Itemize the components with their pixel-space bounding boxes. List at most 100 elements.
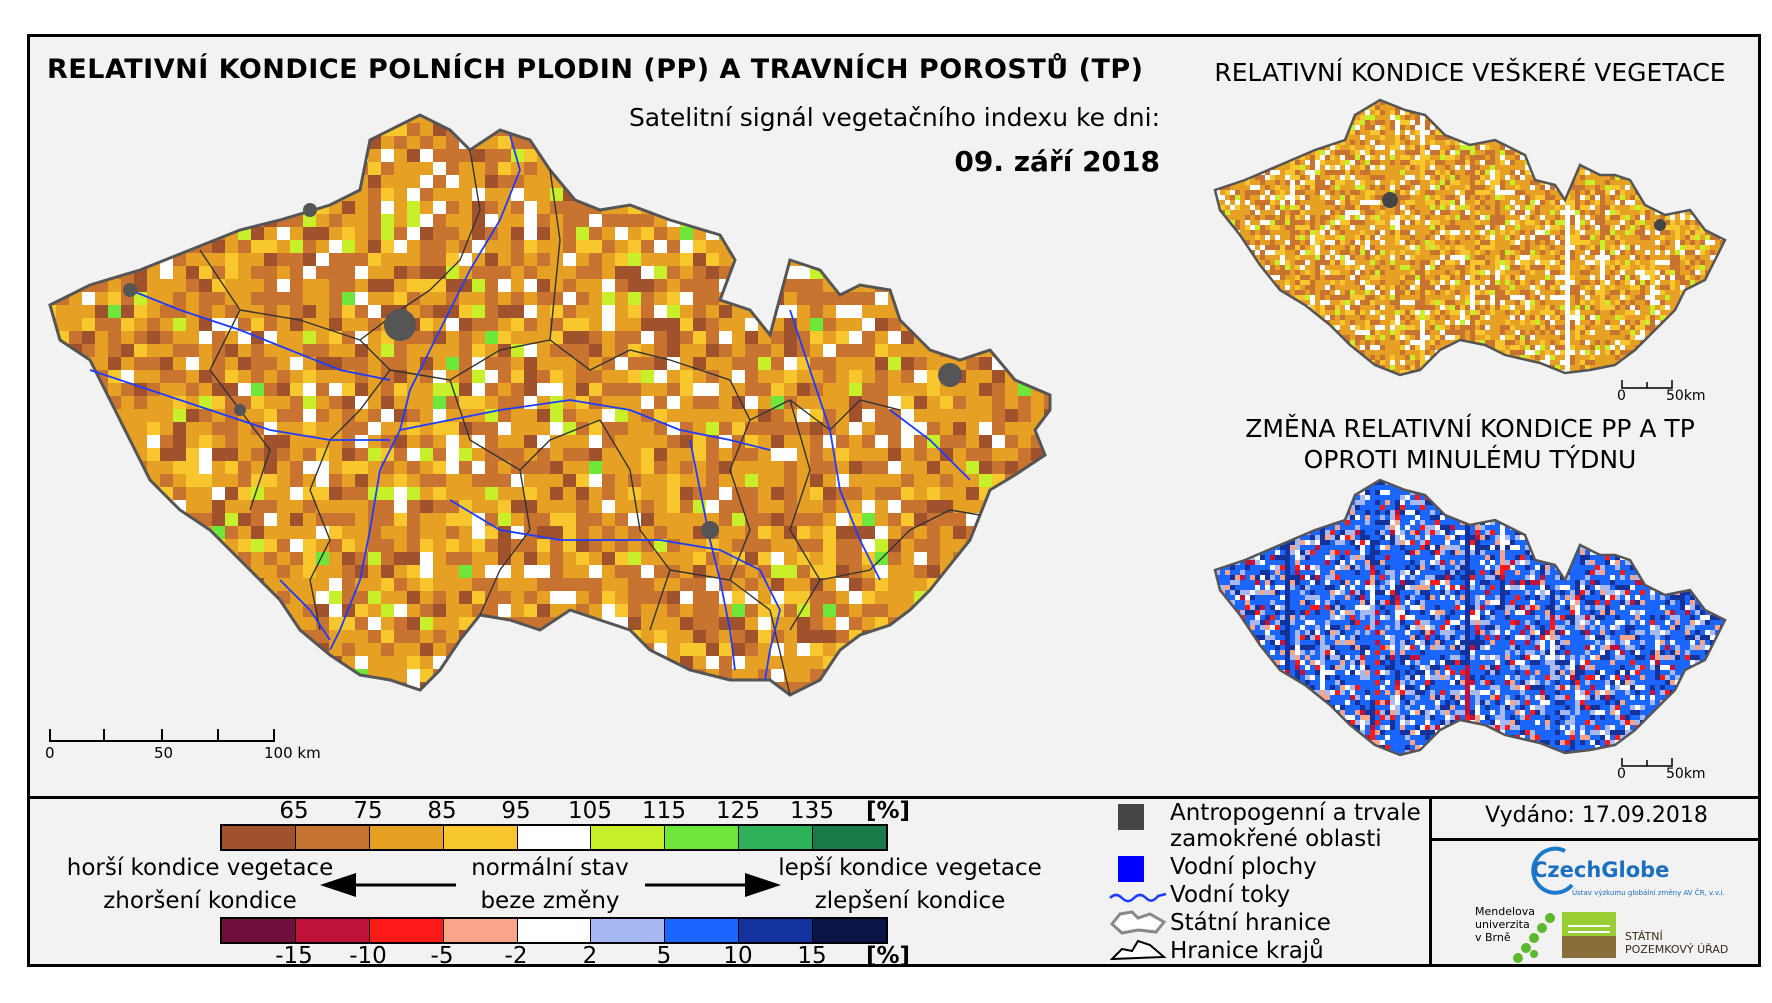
change-color-class bbox=[443, 919, 518, 942]
change-tick: 5 bbox=[656, 943, 672, 969]
vegetation-scalebar bbox=[1621, 380, 1673, 389]
legend-anthropogenic-line2: zamokřené oblasti bbox=[1170, 826, 1382, 852]
change-scalebar bbox=[1621, 758, 1673, 767]
condition-color-class bbox=[369, 826, 444, 849]
spu-logo: STÁTNÍ POZEMKOVÝ ÚŘAD bbox=[1625, 930, 1728, 956]
worse-condition-label: horší kondice vegetace bbox=[66, 855, 334, 881]
vegetation-pixels bbox=[1215, 100, 1725, 375]
legend-water-areas: Vodní plochy bbox=[1170, 854, 1317, 880]
condition-color-class bbox=[443, 826, 518, 849]
spu-logo-icon bbox=[1562, 912, 1616, 958]
improvement-label: zlepšení kondice bbox=[814, 888, 1006, 914]
change-color-class bbox=[813, 919, 887, 942]
change-tick: -2 bbox=[504, 943, 528, 969]
no-change-label: beze změny bbox=[480, 888, 620, 914]
change-tick: -10 bbox=[349, 943, 387, 969]
mendel-line1: Mendelova bbox=[1475, 905, 1536, 918]
condition-color-class bbox=[295, 826, 370, 849]
right-bottom-title-line2: OPROTI MINULÉMU TÝDNU bbox=[1303, 445, 1637, 474]
right-bottom-title-line1: ZMĚNA RELATIVNÍ KONDICE PP A TP bbox=[1245, 414, 1695, 443]
change-color-class bbox=[517, 919, 592, 942]
issued-separator bbox=[1429, 796, 1432, 967]
condition-color-class bbox=[517, 826, 592, 849]
change-tick: 15 bbox=[797, 943, 827, 969]
change-color-class bbox=[739, 919, 814, 942]
vegetation-urban-areas bbox=[1382, 192, 1666, 231]
legend-rivers: Vodní toky bbox=[1170, 882, 1291, 908]
normal-state-label: normální stav bbox=[471, 855, 629, 881]
mendel-dots-icon bbox=[1513, 913, 1555, 963]
condition-tick: 125 bbox=[716, 798, 760, 824]
condition-tick: 135 bbox=[790, 798, 834, 824]
change-tick: 2 bbox=[582, 943, 598, 969]
issued-date: Vydáno: 17.09.2018 bbox=[1485, 803, 1708, 828]
spu-line1: STÁTNÍ bbox=[1625, 930, 1663, 943]
main-scalebar bbox=[49, 729, 275, 742]
mendel-university-logo: Mendelova univerzita v Brně bbox=[1475, 905, 1535, 944]
rivers bbox=[89, 134, 971, 681]
vegetation-map bbox=[1213, 98, 1727, 377]
main-scalebar-label-0: 0 bbox=[45, 744, 55, 762]
legend-state-border: Státní hranice bbox=[1170, 910, 1331, 936]
subtitle: Satelitní signál vegetačního indexu ke d… bbox=[628, 103, 1160, 132]
condition-color-class bbox=[591, 826, 666, 849]
change-colorbar bbox=[220, 917, 888, 944]
change-pixels bbox=[1215, 480, 1725, 755]
legend-anthropogenic: Antropogenní a trvale zamokřené oblasti bbox=[1170, 800, 1421, 852]
state-border-icon bbox=[1109, 910, 1167, 935]
legend-anthropogenic-line1: Antropogenní a trvale bbox=[1170, 800, 1421, 826]
change-unit: [%] bbox=[866, 943, 911, 969]
river-line-icon bbox=[1109, 892, 1167, 903]
change-map bbox=[1213, 478, 1727, 757]
main-scalebar-label-50: 50 bbox=[154, 744, 174, 762]
condition-tick: 75 bbox=[353, 798, 383, 824]
condition-color-class bbox=[222, 826, 296, 849]
right-bottom-title: ZMĚNA RELATIVNÍ KONDICE PP A TP OPROTI M… bbox=[1190, 413, 1750, 475]
date-label: 09. září 2018 bbox=[954, 145, 1160, 178]
urban-areas bbox=[123, 203, 962, 539]
anthropogenic-area-icon bbox=[1118, 804, 1144, 830]
legend-separator bbox=[27, 796, 1761, 799]
vegetation-scalebar-label-50: 50km bbox=[1666, 388, 1706, 404]
change-color-class bbox=[591, 919, 666, 942]
czechglobe-logo: CzechGlobe bbox=[1532, 858, 1670, 882]
main-title: RELATIVNÍ KONDICE POLNÍCH PLODIN (PP) A … bbox=[47, 54, 1144, 85]
change-tick: -15 bbox=[275, 943, 313, 969]
czechglobe-logo-icon bbox=[1531, 846, 1574, 895]
water-area-icon bbox=[1118, 856, 1144, 882]
condition-color-class bbox=[739, 826, 814, 849]
mendel-line2: univerzita bbox=[1475, 918, 1530, 931]
right-top-title: RELATIVNÍ KONDICE VEŠKERÉ VEGETACE bbox=[1214, 58, 1726, 87]
change-ticks: -15 -10 -5 -2 2 5 10 15 [%] bbox=[220, 943, 920, 973]
main-scalebar-label-100: 100 km bbox=[264, 744, 321, 762]
logo-separator bbox=[1429, 838, 1761, 841]
change-tick: -5 bbox=[430, 943, 454, 969]
worsening-label: zhoršení kondice bbox=[103, 888, 297, 914]
mendel-line3: v Brně bbox=[1475, 931, 1511, 944]
condition-tick: 85 bbox=[427, 798, 457, 824]
change-scalebar-label-0: 0 bbox=[1617, 766, 1626, 782]
change-tick: 10 bbox=[723, 943, 753, 969]
change-color-class bbox=[295, 919, 370, 942]
condition-unit: [%] bbox=[866, 798, 911, 824]
left-arrow-icon bbox=[320, 873, 456, 897]
region-borders bbox=[199, 149, 981, 696]
change-scalebar-label-50: 50km bbox=[1666, 766, 1706, 782]
condition-tick: 115 bbox=[642, 798, 686, 824]
vegetation-scalebar-label-0: 0 bbox=[1617, 388, 1626, 404]
condition-color-class bbox=[665, 826, 740, 849]
condition-tick: 95 bbox=[501, 798, 531, 824]
spu-line2: POZEMKOVÝ ÚŘAD bbox=[1625, 943, 1729, 956]
condition-colorbar bbox=[220, 824, 888, 851]
change-color-class bbox=[369, 919, 444, 942]
main-map bbox=[48, 113, 1052, 697]
condition-color-class bbox=[813, 826, 887, 849]
change-color-class bbox=[665, 919, 740, 942]
condition-tick: 65 bbox=[279, 798, 309, 824]
region-border-icon bbox=[1109, 939, 1167, 961]
condition-tick: 105 bbox=[568, 798, 612, 824]
better-condition-label: lepší kondice vegetace bbox=[778, 855, 1042, 881]
legend-region-border: Hranice krajů bbox=[1170, 938, 1324, 964]
right-arrow-icon bbox=[645, 873, 781, 897]
czechglobe-subtitle: Ústav výzkumu globální změny AV ČR, v.v.… bbox=[1572, 889, 1725, 897]
